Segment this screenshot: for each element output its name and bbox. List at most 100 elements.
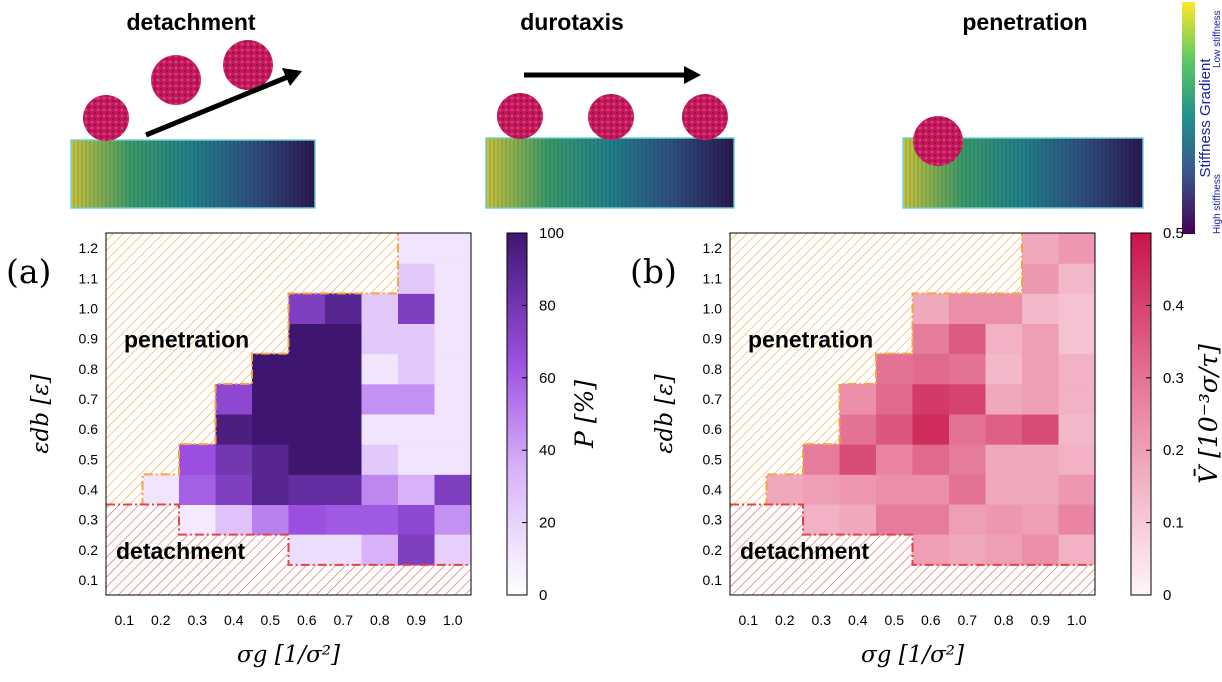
heatmap-cell [912,414,950,445]
y-tick-label: 0.2 [79,542,99,558]
heatmap-cell [434,293,472,324]
heatmap-cell [215,383,253,415]
heatmap-cell [876,504,913,536]
heatmap-cell [288,383,326,415]
heatmap-cell [985,323,1023,355]
heatmap-cell [325,474,362,505]
penetration-boundary [730,233,1023,506]
heatmap-cell [985,474,1023,505]
heatmap-cell [398,263,435,294]
heatmap-cell [912,474,950,505]
heatmap-cell [325,383,362,415]
low-stiffness-label: Low stiffness [1212,10,1222,68]
heatmap-cell [361,534,399,566]
heatmap-cell [876,414,913,445]
x-axis-label: σg [1/σ²] [237,642,340,668]
x-tick-label: 0.1 [739,612,759,628]
heatmap-cell [803,504,840,536]
heatmap-cell [949,444,986,475]
plot-frame [105,232,472,596]
heatmap-cell [985,383,1023,415]
heatmap-cell [912,323,950,355]
heatmap-cell [1022,504,1059,536]
y-tick-label: 1.0 [79,300,99,316]
heatmap-cell [398,504,435,536]
heatmap-cell [1058,444,1096,475]
y-tick-label: 0.8 [703,361,723,377]
colorbar-tick-label: 0 [1163,587,1171,604]
heatmap-cell [179,504,216,536]
particle [223,40,273,90]
panel-label: (b) [630,252,677,291]
heatmap-cell [398,474,435,505]
heatmap-cell [288,504,326,536]
heatmap-cell [1058,504,1096,536]
y-tick-label: 1.0 [703,300,723,316]
x-tick-label: 0.2 [775,612,795,628]
detachment-boundary [106,503,471,566]
x-tick-label: 0.5 [261,612,281,628]
heatmap-cell [179,474,216,505]
heatmap-cell [839,504,877,536]
y-tick-label: 0.6 [79,421,99,437]
heatmap-cell [398,353,435,385]
heatmap-cell [1058,534,1096,566]
heatmap-panel-a: penetration detachment 0.1 0.2 0.3 0.4 0.5 0.6 0… [6,225,599,668]
y-tick-label: 0.1 [79,572,99,588]
heatmap-cell [434,534,472,566]
heatmap-cell [1022,263,1059,294]
plot-frame [729,232,1096,596]
y-tick-label: 0.4 [703,481,723,497]
heatmap-cell [215,504,253,536]
heatmap-cell [1022,293,1059,324]
particle [151,55,201,105]
colorbar-tick-label: 20 [539,515,556,532]
heatmap-cell [876,353,913,385]
y-tick-label: 0.9 [79,331,99,347]
x-tick-label: 0.7 [958,612,978,628]
heatmap-cell [839,383,877,415]
y-axis-label: εdb [ε] [652,374,678,453]
heatmap-cell [398,444,435,475]
colorbar-tick-label: 60 [539,370,556,387]
stiffness-gradient-title: Stiffness Gradient [1197,58,1214,178]
y-tick-label: 0.4 [79,481,99,497]
heatmap-cell [434,504,472,536]
heatmap-cell [1058,353,1096,385]
colorbar-tick-label: 0.1 [1163,515,1184,532]
heatmap-cell [325,444,362,475]
heatmap-cell [985,534,1023,566]
heatmap-cell [434,263,472,294]
heatmap-cell [288,474,326,505]
panel-label: (a) [6,252,51,291]
heatmap-cell [434,383,472,415]
heatmap-cell [766,474,804,505]
heatmap-cell [398,323,435,355]
heatmap-cell [434,353,472,385]
region-label-penetration: penetration [124,327,249,353]
heatmap-cell [985,353,1023,385]
x-tick-label: 0.6 [921,612,941,628]
heatmap-cell [325,323,362,355]
heatmap-cell [288,353,326,385]
heatmap-cell [215,444,253,475]
heatmap-cell [985,293,1023,324]
particle [682,94,728,140]
heatmap-cell [252,474,289,505]
scene-detachment [70,40,316,209]
heatmap-cell [434,444,472,475]
heatmap-cell [252,414,289,445]
x-tick-label: 0.8 [994,612,1014,628]
heatmap-cell [434,474,472,505]
heatmap-cell [949,534,986,566]
heatmap-cell [949,323,986,355]
x-tick-label: 0.2 [151,612,171,628]
heatmap-cell [1022,353,1059,385]
top-label-detachment: detachment [126,9,255,35]
heatmap-cell [361,353,399,385]
particle [913,116,963,166]
heatmap-cell [1022,414,1059,445]
region-label-detachment: detachment [740,538,869,564]
y-tick-label: 0.5 [79,451,99,467]
particle [588,94,634,140]
